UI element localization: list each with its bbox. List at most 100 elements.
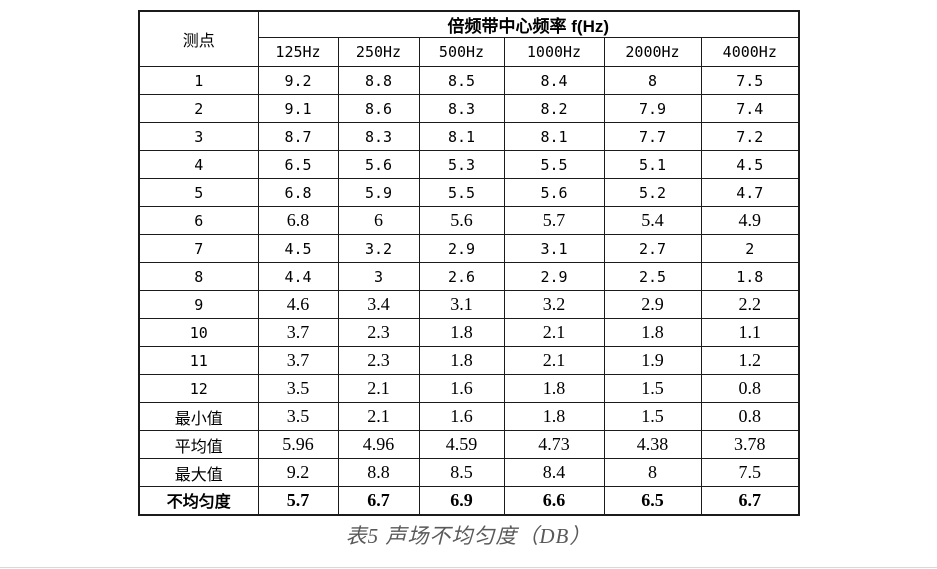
table-caption: 表5 声场不均匀度（DB） <box>345 524 592 548</box>
data-cell: 5.6 <box>337 150 420 179</box>
data-cell: 7.2 <box>700 122 800 151</box>
data-cell: 6.6 <box>503 486 605 515</box>
data-cell: 9.1 <box>257 94 339 123</box>
data-cell: 1.8 <box>503 402 605 431</box>
table-row: 11 3.7 2.3 1.8 2.1 1.9 1.2 <box>138 346 800 375</box>
row-label: 6 <box>138 206 259 235</box>
data-cell: 1.8 <box>603 318 702 347</box>
table-row: 12 3.5 2.1 1.6 1.8 1.5 0.8 <box>138 374 800 403</box>
data-cell: 3.78 <box>700 430 800 459</box>
data-cell: 1.2 <box>700 346 800 375</box>
data-cell: 4.96 <box>337 430 420 459</box>
table-row: 最小值 3.5 2.1 1.6 1.8 1.5 0.8 <box>138 402 800 431</box>
data-cell: 8.1 <box>503 122 605 151</box>
data-cell: 2.3 <box>337 318 420 347</box>
data-cell: 4.9 <box>700 206 800 235</box>
row-label: 不均匀度 <box>138 486 259 515</box>
table-header: 测点 倍频带中心频率 f(Hz) 125Hz 250Hz 500Hz 1000H… <box>138 10 800 67</box>
data-cell: 5.9 <box>337 178 420 207</box>
freq-header-1000hz: 1000Hz <box>503 37 605 67</box>
data-cell: 6.8 <box>257 178 339 207</box>
freq-header-4000hz: 4000Hz <box>700 37 800 67</box>
corner-header-cell: 测点 <box>138 10 259 67</box>
data-cell: 5.6 <box>418 206 505 235</box>
data-cell: 2.3 <box>337 346 420 375</box>
row-label: 3 <box>138 122 259 151</box>
data-cell: 9.2 <box>257 458 339 487</box>
data-cell: 4.73 <box>503 430 605 459</box>
data-cell: 8.8 <box>337 458 420 487</box>
data-cell: 6.9 <box>418 486 505 515</box>
data-cell: 5.3 <box>418 150 505 179</box>
data-cell: 1.8 <box>503 374 605 403</box>
data-cell: 1.8 <box>418 346 505 375</box>
data-cell: 6.8 <box>257 206 339 235</box>
data-cell: 5.6 <box>503 178 605 207</box>
freq-header-125hz: 125Hz <box>257 37 339 67</box>
table-row: 6 6.8 6 5.6 5.7 5.4 4.9 <box>138 206 800 235</box>
data-cell: 8.2 <box>503 94 605 123</box>
data-cell: 5.7 <box>503 206 605 235</box>
data-cell: 5.5 <box>418 178 505 207</box>
data-cell: 3.5 <box>257 374 339 403</box>
data-cell: 7.5 <box>700 66 800 95</box>
data-cell: 4.4 <box>257 262 339 291</box>
frequency-group-header: 倍频带中心频率 f(Hz) <box>257 10 800 38</box>
data-cell: 8.5 <box>418 458 505 487</box>
data-cell: 7.5 <box>700 458 800 487</box>
row-label: 8 <box>138 262 259 291</box>
data-cell: 8.4 <box>503 458 605 487</box>
freq-header-2000hz: 2000Hz <box>603 37 702 67</box>
row-label: 1 <box>138 66 259 95</box>
data-cell: 7.9 <box>603 94 702 123</box>
data-cell: 2.1 <box>337 402 420 431</box>
data-cell: 8.6 <box>337 94 420 123</box>
data-cell: 4.6 <box>257 290 339 319</box>
data-cell: 2.9 <box>418 234 505 263</box>
data-cell: 2 <box>700 234 800 263</box>
data-cell: 3.2 <box>337 234 420 263</box>
data-cell: 8.3 <box>418 94 505 123</box>
data-cell: 1.6 <box>418 402 505 431</box>
table-row: 平均值 5.96 4.96 4.59 4.73 4.38 3.78 <box>138 430 800 459</box>
data-cell: 9.2 <box>257 66 339 95</box>
header-row-frequencies: 125Hz 250Hz 500Hz 1000Hz 2000Hz 4000Hz <box>139 37 800 67</box>
table-row: 8 4.4 3 2.6 2.9 2.5 1.8 <box>138 262 800 291</box>
data-cell: 8 <box>603 458 702 487</box>
table-row: 5 6.8 5.9 5.5 5.6 5.2 4.7 <box>138 178 800 207</box>
header-row-group: 测点 倍频带中心频率 f(Hz) <box>138 10 800 67</box>
data-cell: 2.9 <box>603 290 702 319</box>
row-label: 9 <box>138 290 259 319</box>
data-cell: 1.5 <box>603 374 702 403</box>
row-label: 7 <box>138 234 259 263</box>
data-cell: 1.5 <box>603 402 702 431</box>
data-cell: 1.6 <box>418 374 505 403</box>
data-cell: 3.1 <box>418 290 505 319</box>
data-cell: 7.7 <box>603 122 702 151</box>
data-cell: 5.2 <box>603 178 702 207</box>
data-cell: 3.5 <box>257 402 339 431</box>
data-cell: 6.7 <box>700 486 800 515</box>
table-row: 最大值 9.2 8.8 8.5 8.4 8 7.5 <box>138 458 800 487</box>
row-label: 最小值 <box>138 402 259 431</box>
bottom-divider <box>0 567 937 568</box>
data-cell: 8.5 <box>418 66 505 95</box>
data-cell: 5.1 <box>603 150 702 179</box>
data-cell: 1.8 <box>418 318 505 347</box>
data-cell: 8.1 <box>418 122 505 151</box>
data-cell: 6.5 <box>603 486 702 515</box>
data-cell: 4.38 <box>603 430 702 459</box>
data-cell: 1.9 <box>603 346 702 375</box>
data-cell: 3.1 <box>503 234 605 263</box>
row-label: 2 <box>138 94 259 123</box>
row-label: 最大值 <box>138 458 259 487</box>
row-label: 11 <box>138 346 259 375</box>
data-cell: 2.7 <box>603 234 702 263</box>
table-body: 1 9.2 8.8 8.5 8.4 8 7.5 2 9.1 8.6 8.3 8.2 7.9 7.4 3 8.7… <box>138 66 800 515</box>
data-cell: 6.5 <box>257 150 339 179</box>
data-cell: 0.8 <box>700 402 800 431</box>
row-label: 平均值 <box>138 430 259 459</box>
data-cell: 4.5 <box>257 234 339 263</box>
data-cell: 2.2 <box>700 290 800 319</box>
data-cell: 0.8 <box>700 374 800 403</box>
